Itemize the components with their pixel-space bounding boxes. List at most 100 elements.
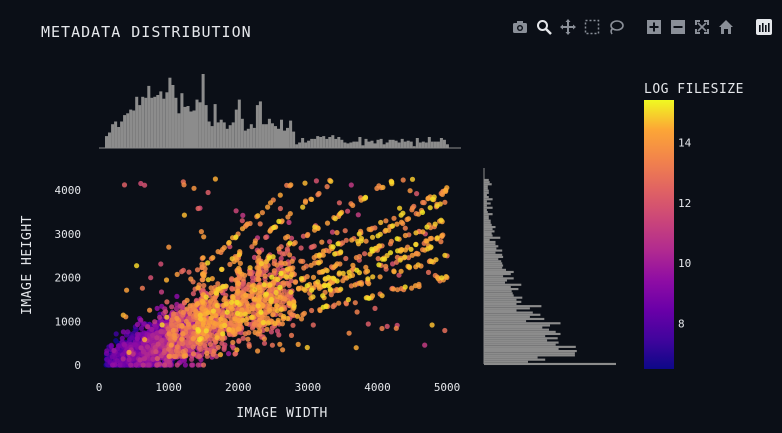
data-point[interactable] <box>438 239 444 245</box>
data-point[interactable] <box>442 199 448 205</box>
data-point[interactable] <box>247 265 253 271</box>
data-point[interactable] <box>230 294 236 300</box>
data-point[interactable] <box>174 362 180 368</box>
data-point[interactable] <box>409 207 415 213</box>
data-point[interactable] <box>349 237 355 243</box>
data-point[interactable] <box>317 307 323 314</box>
data-point[interactable] <box>142 337 148 343</box>
data-point[interactable] <box>406 264 412 270</box>
data-point[interactable] <box>428 244 434 250</box>
data-point[interactable] <box>428 235 434 241</box>
data-point[interactable] <box>279 321 285 327</box>
data-point[interactable] <box>121 182 128 188</box>
data-point[interactable] <box>391 215 397 221</box>
data-point[interactable] <box>310 294 316 300</box>
data-point[interactable] <box>234 299 240 305</box>
data-point[interactable] <box>282 260 288 267</box>
data-point[interactable] <box>262 273 268 279</box>
data-point[interactable] <box>194 267 201 273</box>
data-point[interactable] <box>372 305 378 311</box>
data-point[interactable] <box>194 312 200 318</box>
data-point[interactable] <box>205 260 211 266</box>
data-point[interactable] <box>174 344 180 350</box>
data-point[interactable] <box>276 246 282 252</box>
data-point[interactable] <box>286 219 292 225</box>
data-point[interactable] <box>205 189 211 196</box>
data-point[interactable] <box>234 347 240 353</box>
data-point[interactable] <box>301 310 307 316</box>
data-point[interactable] <box>414 191 420 197</box>
data-point[interactable] <box>304 232 310 239</box>
data-point[interactable] <box>256 249 262 255</box>
data-point[interactable] <box>220 284 226 290</box>
data-point[interactable] <box>304 283 310 289</box>
zoom-out-icon[interactable] <box>666 15 690 39</box>
data-point[interactable] <box>356 231 362 237</box>
data-point[interactable] <box>387 250 394 256</box>
logo-icon[interactable] <box>752 15 776 39</box>
data-point[interactable] <box>366 281 372 287</box>
data-point[interactable] <box>152 319 158 325</box>
data-point[interactable] <box>219 340 225 346</box>
data-point[interactable] <box>223 301 229 307</box>
data-point[interactable] <box>189 362 195 368</box>
data-point[interactable] <box>277 205 283 212</box>
data-point[interactable] <box>285 315 291 322</box>
data-point[interactable] <box>120 329 126 335</box>
data-point[interactable] <box>249 306 256 312</box>
data-point[interactable] <box>310 322 316 328</box>
data-point[interactable] <box>252 240 258 246</box>
data-point[interactable] <box>362 251 368 257</box>
data-point[interactable] <box>213 313 219 319</box>
data-point[interactable] <box>153 349 159 355</box>
data-point[interactable] <box>316 252 322 258</box>
data-point[interactable] <box>140 362 146 368</box>
data-point[interactable] <box>409 252 415 258</box>
data-point[interactable] <box>190 335 197 341</box>
data-point[interactable] <box>235 326 241 332</box>
data-point[interactable] <box>117 362 123 368</box>
data-point[interactable] <box>398 268 404 274</box>
data-point[interactable] <box>135 331 141 337</box>
data-point[interactable] <box>271 268 277 274</box>
data-point[interactable] <box>324 220 331 226</box>
data-point[interactable] <box>408 246 414 252</box>
data-point[interactable] <box>213 290 219 296</box>
data-point[interactable] <box>316 283 322 289</box>
data-point[interactable] <box>233 208 239 214</box>
data-point[interactable] <box>393 325 399 331</box>
data-point[interactable] <box>336 270 342 276</box>
data-point[interactable] <box>190 351 197 357</box>
data-point[interactable] <box>439 233 445 239</box>
data-point[interactable] <box>394 287 401 293</box>
autoscale-icon[interactable] <box>690 15 714 39</box>
data-point[interactable] <box>181 353 187 359</box>
data-point[interactable] <box>285 234 291 240</box>
data-point[interactable] <box>215 249 221 255</box>
data-point[interactable] <box>399 247 405 253</box>
data-point[interactable] <box>309 244 315 250</box>
data-point[interactable] <box>402 254 408 260</box>
data-point[interactable] <box>402 225 408 231</box>
data-point[interactable] <box>286 300 292 306</box>
data-point[interactable] <box>273 289 279 296</box>
data-point[interactable] <box>244 221 251 227</box>
data-point[interactable] <box>191 185 197 191</box>
data-point[interactable] <box>288 289 294 295</box>
data-point[interactable] <box>255 348 261 354</box>
data-point[interactable] <box>302 180 308 186</box>
data-point[interactable] <box>195 205 201 212</box>
data-point[interactable] <box>301 265 307 271</box>
data-point[interactable] <box>147 307 153 313</box>
data-point[interactable] <box>325 274 331 280</box>
data-point[interactable] <box>442 327 448 334</box>
data-point[interactable] <box>130 351 136 357</box>
data-point[interactable] <box>230 339 236 346</box>
data-point[interactable] <box>170 327 176 333</box>
data-point[interactable] <box>133 342 139 348</box>
data-point[interactable] <box>208 290 214 296</box>
data-point[interactable] <box>434 235 441 241</box>
data-point[interactable] <box>345 297 351 303</box>
data-point[interactable] <box>232 351 238 357</box>
data-point[interactable] <box>379 256 386 262</box>
